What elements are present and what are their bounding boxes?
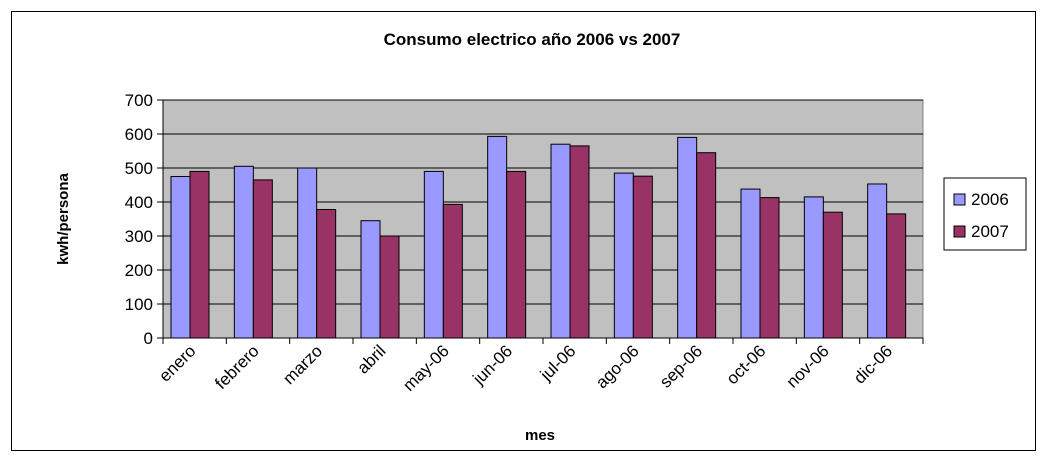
y-axis-title: kwh/persona	[55, 173, 72, 265]
x-tick-label: oct-06	[723, 341, 770, 388]
plot-background	[162, 99, 924, 339]
x-tick-label: dic-06	[850, 341, 896, 387]
bar-2007-jun-06	[506, 170, 527, 339]
bar-2006-jul-06	[550, 143, 571, 339]
x-tick-label: febrero	[211, 341, 263, 393]
x-tick-label: enero	[155, 341, 199, 385]
bar-2006-enero	[170, 176, 191, 339]
x-tick-label: jun-06	[469, 341, 517, 389]
bar-2006-febrero	[233, 165, 254, 339]
bar-2007-oct-06	[759, 197, 780, 339]
x-tick-label: may-06	[399, 341, 453, 395]
bar-2007-nov-06	[822, 211, 843, 339]
bar-2006-dic-06	[867, 183, 888, 339]
legend-label-2007: 2007	[971, 222, 1009, 241]
y-tick-label: 200	[125, 261, 153, 280]
bar-2006-nov-06	[803, 196, 824, 339]
x-tick-label: jul-06	[536, 341, 580, 385]
bar-2007-abril	[379, 235, 400, 339]
bar-2006-may-06	[423, 170, 444, 339]
bar-2007-may-06	[442, 203, 463, 339]
chart-title: Consumo electrico año 2006 vs 2007	[384, 30, 681, 49]
legend-swatch-2006	[953, 193, 966, 206]
x-tick-label: marzo	[279, 341, 326, 388]
bar-2006-abril	[360, 220, 381, 339]
x-tick-label: ago-06	[592, 341, 643, 392]
y-tick-label: 400	[125, 193, 153, 212]
bar-2006-marzo	[297, 167, 318, 339]
legend-swatch-2007	[953, 225, 966, 238]
bar-2006-sep-06	[677, 136, 698, 339]
x-axis-title: mes	[525, 427, 555, 444]
y-tick-label: 0	[144, 329, 153, 348]
x-tick-label: sep-06	[656, 341, 706, 391]
bar-2007-ago-06	[632, 175, 653, 339]
bar-2007-enero	[189, 170, 210, 339]
legend-label-2006: 2006	[971, 190, 1009, 209]
y-tick-label: 500	[125, 159, 153, 178]
bar-2007-marzo	[316, 208, 337, 339]
bar-2006-ago-06	[613, 172, 634, 339]
bar-2007-dic-06	[886, 213, 907, 339]
legend: 2006 2007	[943, 177, 1027, 251]
bar-2007-jul-06	[569, 145, 590, 339]
x-tick-label: nov-06	[783, 341, 833, 391]
bar-2007-sep-06	[696, 152, 717, 339]
bar-2007-febrero	[252, 179, 273, 339]
legend-box	[943, 177, 1027, 251]
y-tick-label: 600	[125, 125, 153, 144]
bar-2006-jun-06	[487, 135, 508, 339]
y-tick-label: 300	[125, 227, 153, 246]
x-tick-label: abril	[353, 341, 389, 377]
bar-2006-oct-06	[740, 188, 761, 339]
y-tick-label: 100	[125, 295, 153, 314]
y-tick-label: 700	[125, 91, 153, 110]
